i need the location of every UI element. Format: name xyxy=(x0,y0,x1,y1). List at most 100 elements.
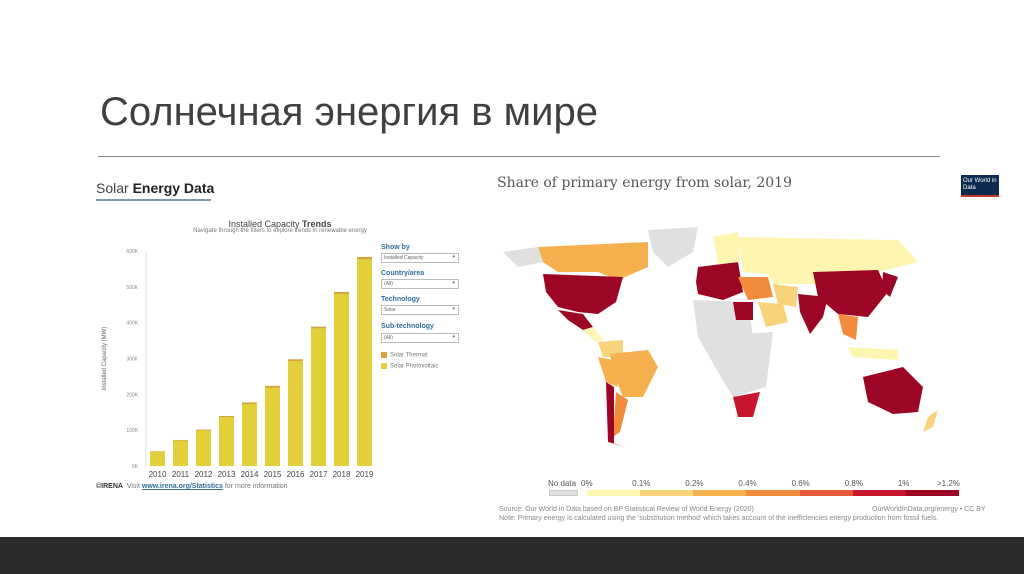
legend-tick-label: 1% xyxy=(897,479,910,488)
canada[interactable] xyxy=(538,242,648,280)
legend-color-step xyxy=(587,490,641,496)
y-tick-label: 300K xyxy=(126,357,138,363)
legend-color-step xyxy=(693,490,747,496)
technology-select[interactable]: Solar ▾ xyxy=(381,305,459,315)
peru-bolivia[interactable] xyxy=(598,357,618,387)
country-select[interactable]: (All) ▾ xyxy=(381,279,459,289)
bar-solar-thermal-2013[interactable] xyxy=(219,416,234,418)
iran[interactable] xyxy=(773,284,798,307)
legend-label: Solar Photovoltaic xyxy=(390,363,439,370)
scandinavia[interactable] xyxy=(713,232,740,264)
legend-no-data-label: No data xyxy=(548,479,577,488)
x-tick-label: 2010 xyxy=(149,470,167,479)
china[interactable] xyxy=(813,270,888,317)
select-value: Installed Capacity xyxy=(384,255,424,261)
bar-solar-thermal-2018[interactable] xyxy=(334,292,349,294)
turkey-middle-east[interactable] xyxy=(738,277,773,300)
filter-label: Sub-technology xyxy=(381,323,434,330)
bar-solar-photovoltaic-2016[interactable] xyxy=(288,361,303,466)
irena-statistics-link[interactable]: www.irena.org/Statistics xyxy=(141,483,223,490)
owid-credit-link[interactable]: OurWorldInData.org/energy • CC BY xyxy=(872,506,986,513)
chart-title-light: Installed Capacity xyxy=(228,219,303,229)
bar-solar-photovoltaic-2011[interactable] xyxy=(173,440,188,466)
russia[interactable] xyxy=(738,237,918,277)
chart-subtitle: Navigate through the filters to explore … xyxy=(193,228,367,234)
colombia-venezuela[interactable] xyxy=(598,340,623,357)
visit-text-end: for more information xyxy=(222,483,288,490)
x-tick-label: 2016 xyxy=(287,470,305,479)
europe[interactable] xyxy=(696,262,743,300)
legend-color-step xyxy=(640,490,694,496)
y-tick-label: 500K xyxy=(126,285,138,291)
x-tick-label: 2013 xyxy=(218,470,236,479)
central-america[interactable] xyxy=(583,327,603,342)
bar-solar-thermal-2019[interactable] xyxy=(357,256,372,260)
show-by-select[interactable]: Installed Capacity ▾ xyxy=(381,253,459,263)
usa[interactable] xyxy=(543,274,623,314)
greenland[interactable] xyxy=(648,227,698,267)
legend-swatch xyxy=(381,363,387,369)
legend-solar-pv: Solar Photovoltaic xyxy=(381,363,438,370)
mexico[interactable] xyxy=(558,310,593,330)
bar-solar-photovoltaic-2018[interactable] xyxy=(334,294,349,466)
x-tick-label: 2018 xyxy=(333,470,351,479)
legend-tick-label: 0.4% xyxy=(738,479,757,488)
bar-solar-photovoltaic-2015[interactable] xyxy=(265,387,280,466)
indonesia[interactable] xyxy=(848,347,898,360)
x-tick-label: 2012 xyxy=(195,470,213,479)
bar-solar-photovoltaic-2019[interactable] xyxy=(357,259,372,466)
filter-label: Technology xyxy=(381,296,420,303)
egypt[interactable] xyxy=(733,302,753,320)
sub-technology-select[interactable]: (All) ▾ xyxy=(381,333,459,343)
irena-credit: ©IRENA Visit www.irena.org/Statistics fo… xyxy=(96,483,288,490)
bar-solar-photovoltaic-2017[interactable] xyxy=(311,328,326,466)
brazil[interactable] xyxy=(610,350,658,397)
bar-solar-thermal-2015[interactable] xyxy=(265,385,280,388)
legend-color-step xyxy=(852,490,906,496)
india[interactable] xyxy=(798,294,828,334)
bar-solar-thermal-2017[interactable] xyxy=(311,326,326,329)
filter-label: Show by xyxy=(381,244,410,251)
australia[interactable] xyxy=(863,367,923,414)
bar-solar-thermal-2012[interactable] xyxy=(196,429,211,431)
chart-title-bold: Trends xyxy=(302,219,332,229)
legend-color-step xyxy=(799,490,853,496)
alaska[interactable] xyxy=(503,247,543,267)
south-africa[interactable] xyxy=(733,392,760,417)
y-tick-label: 200K xyxy=(126,392,138,398)
legend-label: Solar Thermal xyxy=(390,352,428,359)
select-value: (All) xyxy=(384,281,393,287)
owid-logo: Our World in Data xyxy=(961,175,999,197)
chart-title: Installed Capacity Trends xyxy=(150,219,410,229)
bar-solar-photovoltaic-2012[interactable] xyxy=(196,430,211,466)
header-bold: Energy Data xyxy=(132,180,215,196)
map-note: Note: Primary energy is calculated using… xyxy=(499,515,939,522)
saudi-arabia[interactable] xyxy=(758,302,788,327)
bar-solar-thermal-2011[interactable] xyxy=(173,439,188,441)
legend-tick-label: 0.8% xyxy=(844,479,863,488)
x-tick-label: 2011 xyxy=(172,470,190,479)
irena-logo: ©IRENA xyxy=(96,483,123,490)
legend-tick-label: 0% xyxy=(581,479,593,488)
central-africa[interactable] xyxy=(698,332,773,397)
japan-korea[interactable] xyxy=(882,272,898,297)
bar-solar-thermal-2014[interactable] xyxy=(242,402,257,405)
argentina[interactable] xyxy=(613,392,628,437)
bar-solar-photovoltaic-2014[interactable] xyxy=(242,404,257,466)
new-zealand[interactable] xyxy=(923,410,938,432)
legend-color-step xyxy=(905,490,959,496)
bar-solar-thermal-2016[interactable] xyxy=(288,359,303,362)
x-tick-label: 2019 xyxy=(356,470,374,479)
dropdown-arrow-icon: ▾ xyxy=(452,306,455,312)
bar-solar-photovoltaic-2013[interactable] xyxy=(219,417,234,466)
slide-title: Солнечная энергия в мире xyxy=(100,90,598,134)
kazakhstan[interactable] xyxy=(763,267,828,284)
chile[interactable] xyxy=(606,382,626,447)
southeast-asia[interactable] xyxy=(838,314,858,340)
y-axis-label: Installed Capacity (MW) xyxy=(102,327,108,391)
legend-tick-label: 0.6% xyxy=(791,479,810,488)
x-tick-label: 2014 xyxy=(241,470,259,479)
bar-solar-photovoltaic-2010[interactable] xyxy=(150,451,165,466)
y-tick-label: 400K xyxy=(126,321,138,327)
world-map xyxy=(503,227,938,447)
